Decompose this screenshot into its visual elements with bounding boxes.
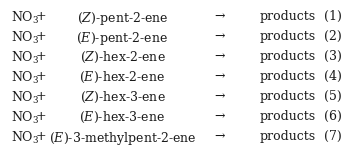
Text: →: → — [214, 110, 225, 123]
Text: products: products — [259, 90, 315, 103]
Text: NO$_3$: NO$_3$ — [11, 10, 39, 26]
Text: +: + — [36, 10, 47, 23]
Text: $(E)$-pent-2-ene: $(E)$-pent-2-ene — [76, 30, 168, 47]
Text: →: → — [214, 130, 225, 143]
Text: NO$_3$: NO$_3$ — [11, 110, 39, 126]
Text: (2): (2) — [324, 30, 342, 43]
Text: →: → — [214, 10, 225, 23]
Text: (5): (5) — [324, 90, 342, 103]
Text: NO$_3$: NO$_3$ — [11, 30, 39, 46]
Text: (7): (7) — [324, 130, 342, 143]
Text: →: → — [214, 30, 225, 43]
Text: NO$_3$: NO$_3$ — [11, 130, 39, 146]
Text: products: products — [259, 70, 315, 83]
Text: products: products — [259, 50, 315, 63]
Text: products: products — [259, 130, 315, 143]
Text: →: → — [214, 70, 225, 83]
Text: (6): (6) — [324, 110, 342, 123]
Text: +: + — [36, 90, 47, 103]
Text: (1): (1) — [324, 10, 342, 23]
Text: (4): (4) — [324, 70, 342, 83]
Text: (3): (3) — [324, 50, 342, 63]
Text: $(E)$-hex-3-ene: $(E)$-hex-3-ene — [79, 110, 166, 125]
Text: $(Z)$-hex-2-ene: $(Z)$-hex-2-ene — [80, 50, 165, 65]
Text: NO$_3$: NO$_3$ — [11, 90, 39, 106]
Text: $(Z)$-pent-2-ene: $(Z)$-pent-2-ene — [77, 10, 168, 27]
Text: +: + — [36, 50, 47, 63]
Text: +: + — [36, 110, 47, 123]
Text: +: + — [36, 70, 47, 83]
Text: $(Z)$-hex-3-ene: $(Z)$-hex-3-ene — [80, 90, 165, 105]
Text: NO$_3$: NO$_3$ — [11, 50, 39, 66]
Text: NO$_3$: NO$_3$ — [11, 70, 39, 86]
Text: $(E)$-hex-2-ene: $(E)$-hex-2-ene — [79, 70, 166, 85]
Text: products: products — [259, 30, 315, 43]
Text: +: + — [36, 130, 47, 143]
Text: →: → — [214, 50, 225, 63]
Text: +: + — [36, 30, 47, 43]
Text: $(E)$-3-methylpent-2-ene: $(E)$-3-methylpent-2-ene — [49, 130, 196, 147]
Text: products: products — [259, 110, 315, 123]
Text: →: → — [214, 90, 225, 103]
Text: products: products — [259, 10, 315, 23]
